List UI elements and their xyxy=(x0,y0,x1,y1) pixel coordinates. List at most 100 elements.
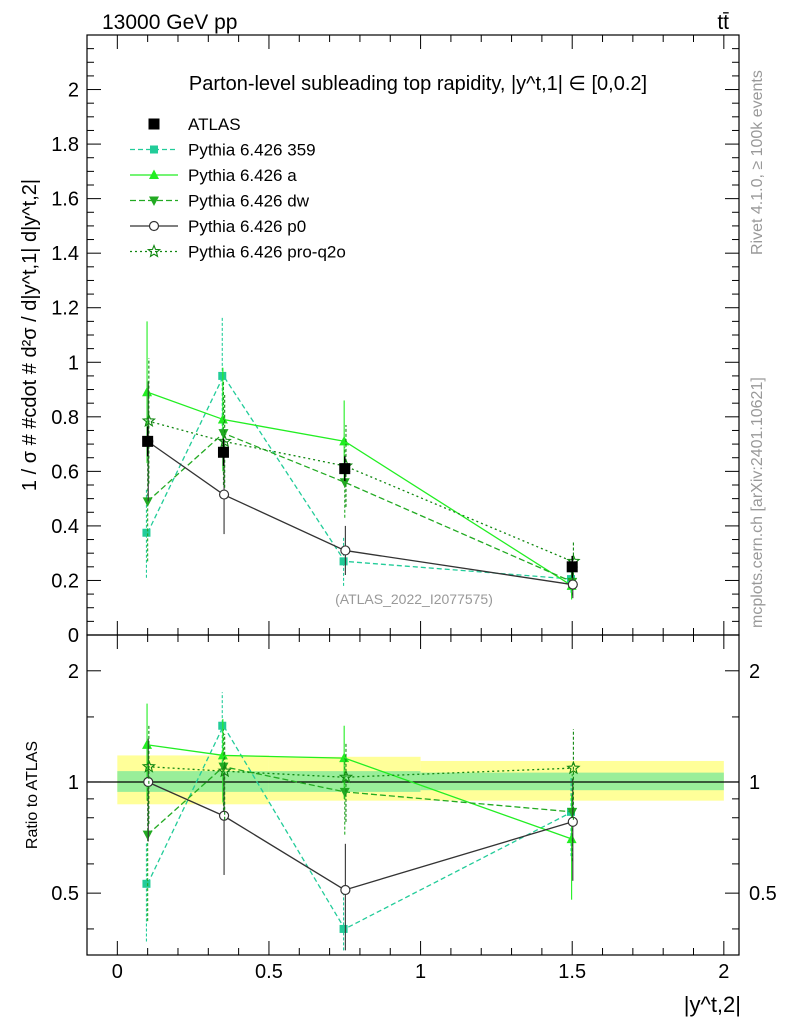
legend-label-2: Pythia 6.426 a xyxy=(188,166,297,185)
x-tick-label-0: 0 xyxy=(112,961,123,983)
ratio-panel: 0.5 0.5 1 1 2 2 0 0.5 1 1.5 2 Ratio to ATLAS xyxy=(24,634,777,983)
ratio-point-4-2 xyxy=(338,769,354,784)
legend-marker-1 xyxy=(150,145,158,154)
chart-title: Parton-level subleading top rapidity, |y… xyxy=(189,73,647,95)
ratio-tick-label-right-1: 1 xyxy=(749,772,760,794)
data-point-0 xyxy=(142,435,154,447)
ratio-tick-label-right-2: 2 xyxy=(749,661,760,683)
y-tick-label-5: 1 xyxy=(68,352,79,374)
point-0-1 xyxy=(218,371,227,380)
point-1-1 xyxy=(217,414,228,424)
ratio-line-4 xyxy=(147,766,573,778)
energy-label: 13000 GeV pp xyxy=(102,11,237,34)
point-2-1 xyxy=(218,429,229,439)
ratio-line-1 xyxy=(147,744,573,840)
series-line-1 xyxy=(147,391,573,587)
ratio-point-3-1 xyxy=(218,810,230,821)
ratio-tick-label-1: 1 xyxy=(68,772,79,794)
series-3 xyxy=(143,381,578,599)
legend-marker-3 xyxy=(149,196,159,206)
series-line-4 xyxy=(147,420,573,562)
ratio-point-1-1 xyxy=(217,749,228,760)
legend-entry-1: Pythia 6.426 359 xyxy=(130,141,316,160)
y-tick-label-6: 1.2 xyxy=(51,298,79,320)
ratio-point-1-2 xyxy=(339,752,350,763)
ratio-point-0-0 xyxy=(142,879,151,888)
legend-label-3: Pythia 6.426 dw xyxy=(188,192,310,211)
y-tick-label-0: 0 xyxy=(68,625,79,647)
y-axis-label: 1 / σ # #cdot # d²σ / d|y^t,1| d|y^t,2| xyxy=(19,179,41,491)
x-tick-label-2: 1 xyxy=(415,961,426,983)
mcplots-label: mcplots.cern.ch [arXiv:2401.10621] xyxy=(749,377,766,628)
data-point-2 xyxy=(339,463,351,475)
y-tick-label-4: 0.8 xyxy=(51,407,79,429)
series-line-3 xyxy=(147,440,573,586)
legend-label-4: Pythia 6.426 p0 xyxy=(188,217,306,236)
ratio-point-2-3 xyxy=(567,807,578,818)
legend-label-0: ATLAS xyxy=(188,115,241,134)
point-2-0 xyxy=(142,497,153,507)
y-tick-label-1: 0.2 xyxy=(51,570,79,592)
ratio-point-4-1 xyxy=(217,763,232,778)
ratio-series-4 xyxy=(141,724,581,824)
series-4 xyxy=(141,358,581,581)
legend-marker-2 xyxy=(149,169,159,179)
legend-marker-0 xyxy=(148,118,160,130)
data-point-3 xyxy=(566,561,578,573)
series-line-0 xyxy=(147,374,573,580)
point-3-2 xyxy=(340,545,351,556)
ratio-point-1-3 xyxy=(566,833,577,844)
point-3-3 xyxy=(567,579,578,590)
legend-entry-5: Pythia 6.426 pro-q2o xyxy=(130,243,346,262)
ratio-point-2-2 xyxy=(339,787,350,798)
point-4-0 xyxy=(141,413,156,427)
ratio-point-4-3 xyxy=(566,760,581,775)
y-tick-label-7: 1.4 xyxy=(51,243,79,265)
legend-entry-3: Pythia 6.426 dw xyxy=(130,192,310,211)
legend-entry-4: Pythia 6.426 p0 xyxy=(130,217,306,236)
watermark: (ATLAS_2022_I2077575) xyxy=(335,591,493,607)
y-tick-label-10: 2 xyxy=(68,80,79,102)
ratio-point-3-0 xyxy=(143,776,154,788)
ratio-line-0 xyxy=(147,724,573,930)
ratio-point-3-2 xyxy=(340,884,351,896)
main-plot-frame xyxy=(86,34,740,636)
point-3-1 xyxy=(218,489,230,500)
ratio-point-1-0 xyxy=(142,739,153,749)
x-tick-label-1: 0.5 xyxy=(255,961,283,983)
ratio-y-axis-label: Ratio to ATLAS xyxy=(24,741,41,849)
y-tick-label-8: 1.6 xyxy=(51,189,79,211)
ratio-tick-label-0: 0.5 xyxy=(51,883,79,905)
legend-marker-4 xyxy=(148,220,160,232)
ratio-series-1 xyxy=(142,703,577,900)
y-tick-label-9: 1.8 xyxy=(51,134,79,156)
y-tick-label-2: 0.4 xyxy=(51,516,79,538)
x-axis-label: |y^t,2| xyxy=(684,992,741,1017)
ratio-series-0 xyxy=(142,692,576,951)
y-tick-label-3: 0.6 xyxy=(51,461,79,483)
ratio-line-3 xyxy=(147,781,573,891)
series-line-2 xyxy=(147,432,573,583)
point-0-0 xyxy=(142,528,151,537)
data-series xyxy=(142,426,578,578)
ratio-tick-label-right-0: 0.5 xyxy=(749,883,777,905)
legend: ATLAS Pythia 6.426 359 Pythia 6.426 a Pythi… xyxy=(130,115,346,262)
ratio-tick-label-2: 2 xyxy=(68,661,79,683)
main-panel: 0 0.2 0.4 0.6 0.8 1 1.2 1.4 1.6 1.8 2 Parton-level… xyxy=(19,34,740,647)
ratio-line-2 xyxy=(147,765,573,836)
legend-marker-5 xyxy=(146,243,162,258)
point-0-2 xyxy=(339,557,348,566)
data-point-1 xyxy=(217,446,229,458)
ratio-plot-frame xyxy=(86,634,740,956)
process-label: tt̄ xyxy=(717,11,729,34)
legend-label-1: Pythia 6.426 359 xyxy=(188,141,316,160)
point-1-2 xyxy=(339,435,350,446)
point-4-1 xyxy=(217,433,232,448)
series-0 xyxy=(142,315,576,593)
legend-entry-0: ATLAS xyxy=(148,115,241,134)
ratio-point-3-3 xyxy=(567,816,578,827)
ratio-series-3 xyxy=(143,738,578,951)
point-2-2 xyxy=(339,478,350,488)
ratio-point-4-0 xyxy=(141,759,156,773)
